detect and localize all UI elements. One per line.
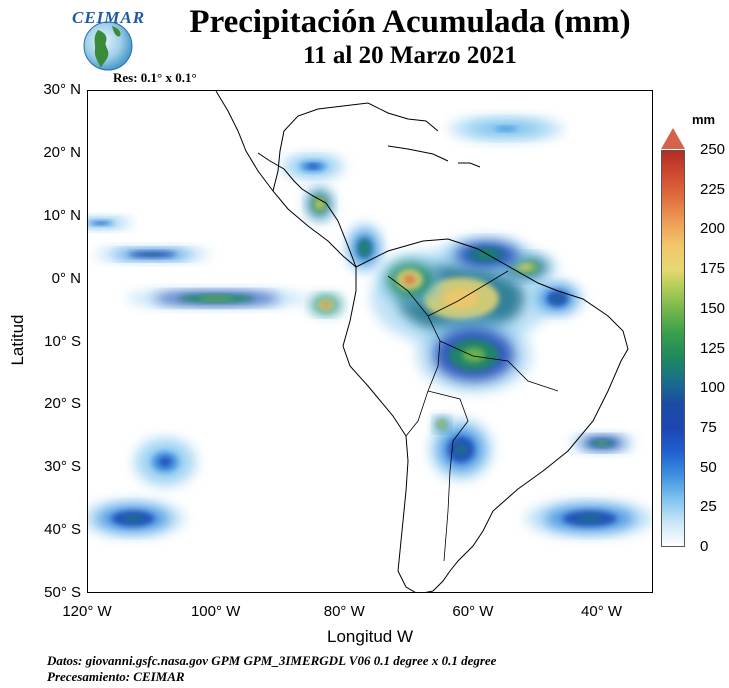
precipitation-cell xyxy=(198,296,235,301)
colorbar-tick-label: 0 xyxy=(700,538,709,555)
y-axis-title: Latitud xyxy=(8,314,27,366)
colorbar-tick-label: 125 xyxy=(700,339,726,357)
longitude-tick-label: 100° W xyxy=(190,603,241,620)
central-america-coastline xyxy=(215,91,357,268)
colorbar-tick-label: 50 xyxy=(700,458,717,476)
south-america-coastline xyxy=(342,238,629,592)
precipitation-cell xyxy=(140,252,164,256)
latitude-tick-label: 20° S xyxy=(44,395,81,413)
colorbar-tick-label: 175 xyxy=(700,260,726,278)
processing-note: Precesamiento: CEIMAR xyxy=(47,669,185,684)
longitude-tick-label: 120° W xyxy=(62,603,112,620)
latitude-tick-label: 0° N xyxy=(51,269,81,287)
precipitation-cell xyxy=(94,221,108,225)
latitude-tick-label: 50° S xyxy=(44,584,81,601)
central-america-pacific-coastline xyxy=(257,152,357,268)
precipitation-cell xyxy=(576,514,603,523)
colorbar-tick-label: 100 xyxy=(700,379,726,397)
colorbar-tick-label: 75 xyxy=(700,418,717,436)
latitude-tick-label: 10° S xyxy=(44,332,81,350)
precipitation-cell xyxy=(122,514,144,523)
colorbar-tick-label: 225 xyxy=(700,180,726,198)
precipitation-cell xyxy=(462,347,486,363)
map-canvas xyxy=(88,91,652,592)
gulf-of-mexico-coastline xyxy=(272,102,439,192)
map-subtitle: 11 al 20 Marzo 2021 xyxy=(303,42,517,69)
precipitation-cell xyxy=(494,126,518,132)
map-title: Precipitación Acumulada (mm) xyxy=(189,4,631,40)
longitude-tick-label: 60° W xyxy=(452,603,494,620)
precipitation-cell xyxy=(454,443,468,456)
colorbar-tick-label: 150 xyxy=(700,299,726,317)
precipitation-map xyxy=(87,90,653,593)
colorbar-max-arrow xyxy=(661,128,685,149)
longitude-tick-label: 40° W xyxy=(581,603,623,620)
colorbar-tick-label: 25 xyxy=(700,498,717,516)
globe-icon xyxy=(83,21,133,71)
andes-border xyxy=(387,270,559,562)
colorbar xyxy=(661,150,685,547)
longitude-tick-label: 80° W xyxy=(323,603,365,620)
precipitation-cell xyxy=(439,422,444,427)
x-axis-title: Longitud W xyxy=(327,627,413,646)
hispaniola-coastline xyxy=(458,162,481,168)
colorbar-unit: mm xyxy=(692,112,716,127)
ceimar-logo xyxy=(83,21,133,71)
precipitation-cell xyxy=(158,456,172,467)
precipitation-layer xyxy=(88,116,652,538)
precipitation-cell xyxy=(306,163,320,169)
latitude-tick-label: 30° S xyxy=(44,458,81,476)
cuba-coastline xyxy=(387,145,449,162)
latitude-tick-label: 30° N xyxy=(43,81,81,98)
resolution-label: Res: 0.1° x 0.1° xyxy=(113,70,197,85)
data-source-note: Datos: giovanni.gsfc.nasa.gov GPM GPM_3I… xyxy=(47,653,497,668)
logo-text: CEIMAR xyxy=(72,8,146,27)
precipitation-cell xyxy=(596,441,609,445)
latitude-tick-label: 20° N xyxy=(43,143,81,161)
colorbar-tick-label: 250 xyxy=(700,141,726,158)
coastline-layer xyxy=(215,91,629,592)
colorbar-tick-label: 200 xyxy=(700,220,726,238)
precipitation-cell xyxy=(403,274,417,285)
latitude-tick-label: 40° S xyxy=(44,521,81,539)
precipitation-cell xyxy=(316,200,323,208)
precipitation-cell xyxy=(360,243,369,254)
latitude-tick-label: 10° N xyxy=(43,206,81,224)
precipitation-cell xyxy=(322,302,330,308)
precipitation-cell xyxy=(552,294,563,303)
